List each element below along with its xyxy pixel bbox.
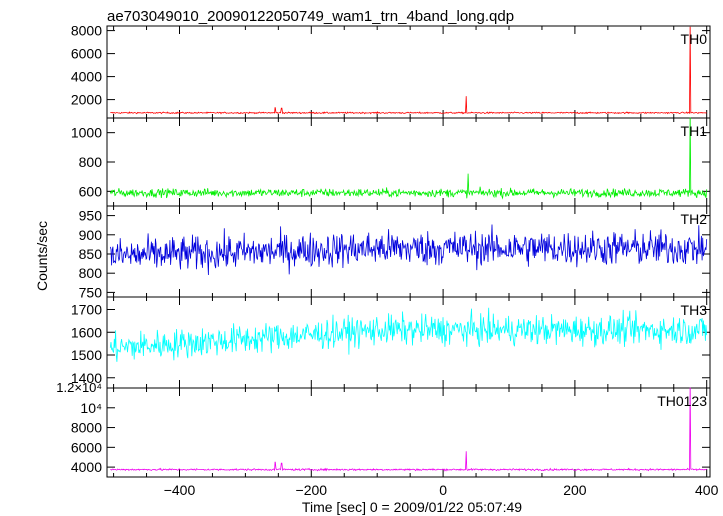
series-line-th0123 — [110, 387, 707, 472]
y-tick-label: 950 — [79, 208, 103, 224]
y-tick-label: 1400 — [71, 370, 102, 386]
y-tick-label: 6000 — [71, 46, 102, 62]
series-line-th3 — [109, 307, 708, 362]
series-line-th1 — [109, 117, 708, 200]
y-tick-label: 1000 — [71, 125, 102, 141]
y-axis-label: Counts/sec — [34, 221, 50, 291]
panel-frame-th0 — [106, 25, 711, 119]
y-tick-label: 4000 — [71, 459, 102, 475]
panel-label-th0: TH0 — [681, 31, 708, 47]
panel-label-th0123: TH0123 — [657, 393, 707, 409]
y-top-label: 1.2×10⁴ — [56, 380, 102, 395]
y-tick-label: 1700 — [71, 302, 102, 318]
y-tick-label: 8000 — [71, 420, 102, 436]
y-tick-label: 2000 — [71, 92, 102, 108]
x-tick-label: 0 — [439, 482, 447, 498]
series-line-th0 — [110, 26, 707, 115]
y-tick-label: 850 — [79, 246, 103, 262]
panel-label-th1: TH1 — [681, 123, 708, 139]
series-line-th2 — [109, 224, 708, 276]
y-tick-label-sup: 10⁴ — [80, 400, 102, 416]
x-tick-label: −400 — [164, 482, 196, 498]
y-tick-label: 6000 — [71, 439, 102, 455]
y-tick-label: 800 — [79, 265, 103, 281]
y-tick-label: 800 — [79, 154, 103, 170]
panel-label-th2: TH2 — [681, 211, 708, 227]
x-tick-label: −200 — [296, 482, 328, 498]
y-tick-label: 1500 — [71, 347, 102, 363]
chart-title: ae703049010_20090122050749_wam1_trn_4ban… — [107, 8, 514, 25]
y-tick-label: 8000 — [71, 23, 102, 39]
y-tick-label: 600 — [79, 183, 103, 199]
y-tick-label: 900 — [79, 227, 103, 243]
y-tick-label: 750 — [79, 284, 103, 300]
y-tick-label: 4000 — [71, 69, 102, 85]
x-tick-label: 200 — [563, 482, 587, 498]
panel-frame-th0123 — [106, 387, 711, 478]
x-axis-label: Time [sec] 0 = 2009/01/22 05:07:49 — [302, 499, 522, 515]
y-tick-label: 1600 — [71, 324, 102, 340]
panel-label-th3: TH3 — [681, 302, 708, 318]
x-tick-label: 400 — [695, 482, 719, 498]
